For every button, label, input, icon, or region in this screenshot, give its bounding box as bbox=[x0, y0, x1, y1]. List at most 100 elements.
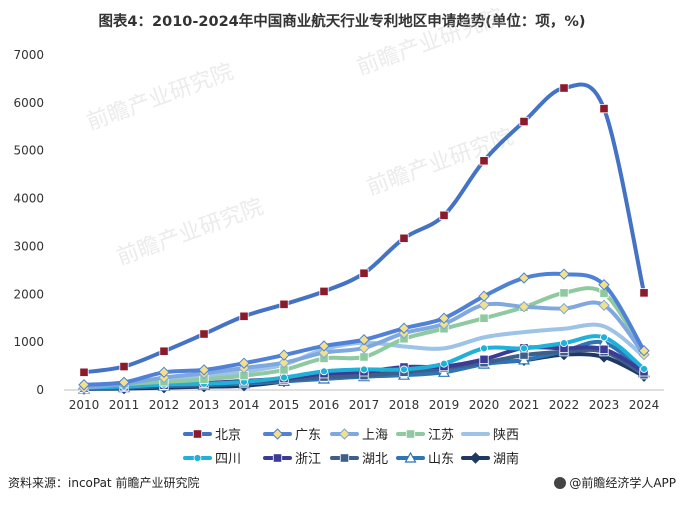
legend-label: 陕西 bbox=[493, 428, 519, 443]
legend-label: 湖南 bbox=[493, 451, 519, 467]
data-point bbox=[400, 365, 408, 374]
legend-item: 四川 bbox=[183, 452, 241, 467]
data-point bbox=[479, 354, 489, 364]
y-tick-label: 3000 bbox=[13, 239, 44, 253]
watermark-text: 前瞻产业研究院 bbox=[354, 4, 507, 80]
data-point bbox=[478, 299, 490, 311]
x-tick-label: 2012 bbox=[149, 398, 180, 412]
axes: 0 1000 2000 3000 4000 5000 6000 7000 2010 2011 201… bbox=[13, 48, 664, 412]
legend-label: 四川 bbox=[215, 452, 241, 467]
data-point bbox=[238, 357, 250, 369]
legend-label: 浙江 bbox=[295, 452, 321, 467]
x-tick-label: 2019 bbox=[429, 398, 460, 412]
data-point bbox=[558, 268, 570, 280]
data-point bbox=[640, 365, 648, 373]
legend-item: 上海 bbox=[330, 428, 388, 443]
x-tick-label: 2023 bbox=[589, 398, 620, 412]
legend-item: 湖南 bbox=[461, 451, 519, 467]
legend-marker bbox=[404, 451, 417, 463]
data-point bbox=[518, 272, 530, 284]
data-point bbox=[479, 156, 489, 166]
y-tick-label: 0 bbox=[36, 383, 44, 397]
x-tick-label: 2022 bbox=[549, 398, 580, 412]
series-广东 bbox=[78, 268, 650, 391]
legend-item: 北京 bbox=[183, 428, 241, 443]
legend-item: 浙江 bbox=[263, 452, 321, 467]
chart-title: 图表4：2010-2024年中国商业航天行业专利地区申请趋势(单位：项，%) bbox=[98, 14, 586, 30]
data-point bbox=[358, 342, 370, 354]
data-point bbox=[318, 346, 330, 359]
brand-text: @前瞻经济学人APP bbox=[569, 476, 676, 490]
legend-item: 山东 bbox=[396, 451, 454, 467]
y-tick-label: 7000 bbox=[13, 48, 44, 62]
data-point bbox=[320, 367, 328, 376]
data-point bbox=[598, 299, 610, 311]
source-note: 资料来源：incoPat 前瞻产业研究院 bbox=[8, 476, 200, 490]
x-tick-label: 2017 bbox=[349, 398, 380, 412]
legend-label: 上海 bbox=[362, 428, 388, 443]
x-tick-label: 2015 bbox=[269, 398, 300, 412]
plot-area bbox=[77, 82, 651, 395]
data-point bbox=[359, 268, 369, 278]
y-tick-label: 2000 bbox=[13, 287, 44, 301]
legend-item: 湖北 bbox=[330, 452, 388, 467]
legend-marker bbox=[193, 454, 202, 462]
data-point bbox=[600, 333, 608, 342]
legend-item: 陕西 bbox=[461, 428, 519, 443]
x-tick-label: 2016 bbox=[309, 398, 340, 412]
watermark-text: 前瞻产业研究院 bbox=[364, 124, 517, 200]
data-point bbox=[438, 312, 450, 324]
data-point bbox=[239, 311, 249, 321]
y-tick-label: 5000 bbox=[13, 144, 44, 158]
x-tick-label: 2013 bbox=[189, 398, 220, 412]
data-point bbox=[118, 376, 130, 389]
legend-marker bbox=[192, 429, 203, 439]
x-tick-label: 2021 bbox=[509, 398, 540, 412]
data-point bbox=[279, 299, 289, 309]
data-point bbox=[479, 313, 489, 323]
series-line bbox=[82, 82, 646, 375]
x-tick-label: 2024 bbox=[629, 398, 660, 412]
data-point bbox=[560, 339, 568, 348]
data-point bbox=[319, 286, 329, 297]
data-point bbox=[359, 352, 369, 362]
data-point bbox=[559, 288, 569, 298]
data-point bbox=[639, 288, 649, 298]
data-point bbox=[79, 367, 89, 377]
data-point bbox=[599, 344, 609, 354]
legend-marker bbox=[469, 452, 482, 464]
y-tick-label: 4000 bbox=[13, 192, 44, 206]
data-point bbox=[559, 83, 569, 93]
legend-item: 江苏 bbox=[396, 427, 454, 443]
data-point bbox=[119, 361, 129, 372]
data-point bbox=[158, 366, 170, 378]
legend-marker bbox=[271, 428, 284, 440]
series-北京 bbox=[79, 82, 649, 377]
watermark-text: 前瞻产业研究院 bbox=[114, 194, 267, 270]
legend-marker bbox=[405, 429, 416, 439]
data-point bbox=[438, 318, 450, 330]
legend-marker bbox=[339, 453, 350, 463]
data-point bbox=[478, 290, 490, 302]
data-point bbox=[318, 340, 330, 352]
data-point bbox=[360, 365, 368, 374]
data-point bbox=[558, 302, 570, 315]
data-point bbox=[520, 344, 528, 353]
x-tick-label: 2010 bbox=[69, 398, 100, 412]
data-point bbox=[399, 233, 409, 243]
data-point bbox=[278, 349, 290, 361]
legend-label: 北京 bbox=[215, 428, 241, 443]
data-point bbox=[638, 345, 650, 357]
legend-label: 江苏 bbox=[428, 427, 454, 443]
data-point bbox=[480, 344, 488, 353]
data-point bbox=[519, 116, 529, 127]
data-point bbox=[198, 364, 210, 376]
data-point bbox=[159, 346, 169, 356]
data-point bbox=[439, 210, 449, 220]
watermark-text: 前瞻产业研究院 bbox=[84, 59, 237, 135]
data-point bbox=[598, 279, 610, 291]
data-point bbox=[280, 373, 288, 382]
y-tick-label: 6000 bbox=[13, 96, 44, 110]
